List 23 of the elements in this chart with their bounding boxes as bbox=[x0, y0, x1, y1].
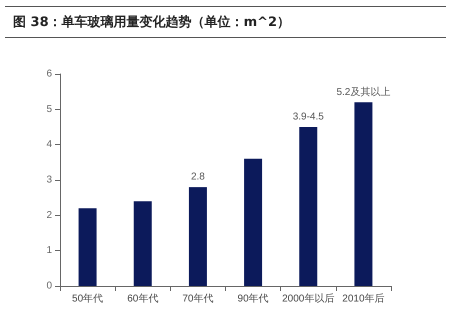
y-tick-label: 0 bbox=[46, 280, 52, 292]
x-tick-label: 90年代 bbox=[238, 292, 269, 304]
data-label: 2.8 bbox=[190, 172, 206, 183]
y-tick-label: 5 bbox=[46, 104, 52, 115]
x-tick-label: 60年代 bbox=[127, 292, 158, 304]
bar bbox=[188, 187, 207, 286]
chart-title: 图 38：单车玻璃用量变化趋势（单位：m^2） bbox=[5, 6, 446, 38]
y-tick-label: 1 bbox=[46, 245, 52, 256]
y-tick-label: 4 bbox=[46, 139, 52, 150]
x-tick-label: 2000年以后 bbox=[282, 292, 334, 304]
bar bbox=[354, 102, 372, 286]
data-label: 3.9-4.5 bbox=[292, 112, 324, 122]
bar bbox=[244, 158, 262, 286]
y-tick-label: 3 bbox=[46, 174, 52, 186]
bar bbox=[134, 201, 152, 286]
y-tick-label: 6 bbox=[46, 68, 52, 80]
data-label: 5.2及其以上 bbox=[336, 86, 390, 98]
x-tick-label: 2010年后 bbox=[342, 292, 385, 304]
bar bbox=[299, 127, 318, 286]
x-tick-label: 70年代 bbox=[182, 292, 214, 304]
x-tick-label: 50年代 bbox=[72, 292, 104, 304]
bar bbox=[78, 208, 97, 286]
y-tick-label: 2 bbox=[46, 210, 52, 221]
